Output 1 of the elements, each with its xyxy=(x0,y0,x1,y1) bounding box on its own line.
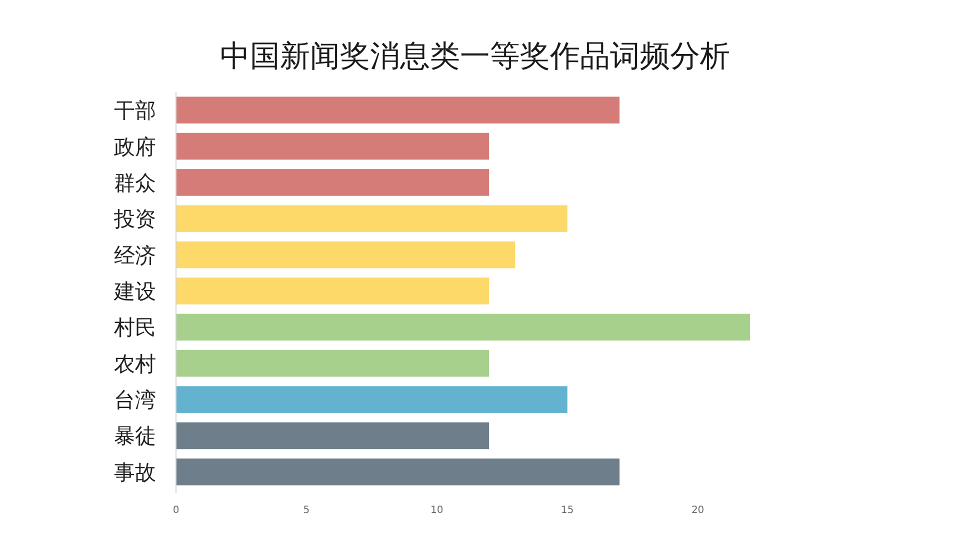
title: 中国新闻奖消息类一等奖作品词频分析 xyxy=(220,39,730,74)
